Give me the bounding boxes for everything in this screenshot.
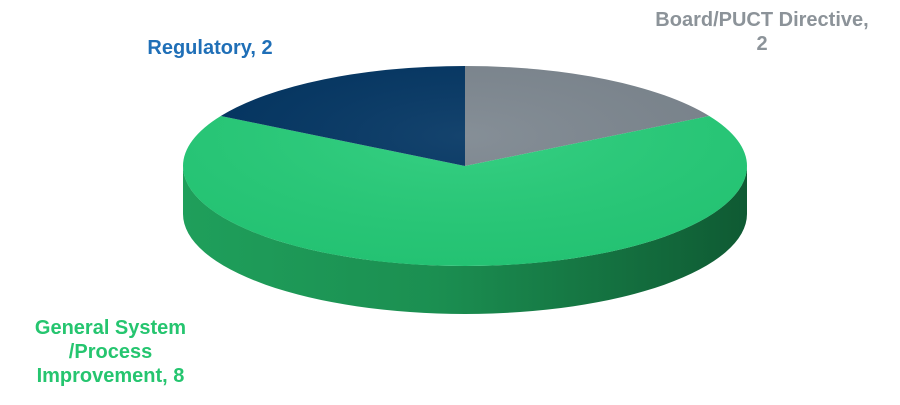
slice-label-board-puct: Board/PUCT Directive, 2 xyxy=(612,8,900,56)
slice-label-general-system-line-2: /Process xyxy=(68,341,153,363)
pie-side-2 xyxy=(183,166,747,314)
slice-label-board-puct-line-1: Board/PUCT Directive, xyxy=(655,9,869,31)
slice-label-general-system-line-3: Improvement, 8 xyxy=(36,365,185,387)
slice-label-regulatory: Regulatory, 2 xyxy=(112,36,308,60)
pie-top-shading xyxy=(183,66,747,266)
slice-label-general-system: General System /Process Improvement, 8 xyxy=(8,316,213,388)
slice-label-regulatory-line-1: Regulatory, 2 xyxy=(147,37,273,59)
pie-side-walls xyxy=(183,166,747,314)
slice-label-board-puct-line-2: 2 xyxy=(756,33,768,55)
slice-label-general-system-line-1: General System xyxy=(34,317,187,339)
